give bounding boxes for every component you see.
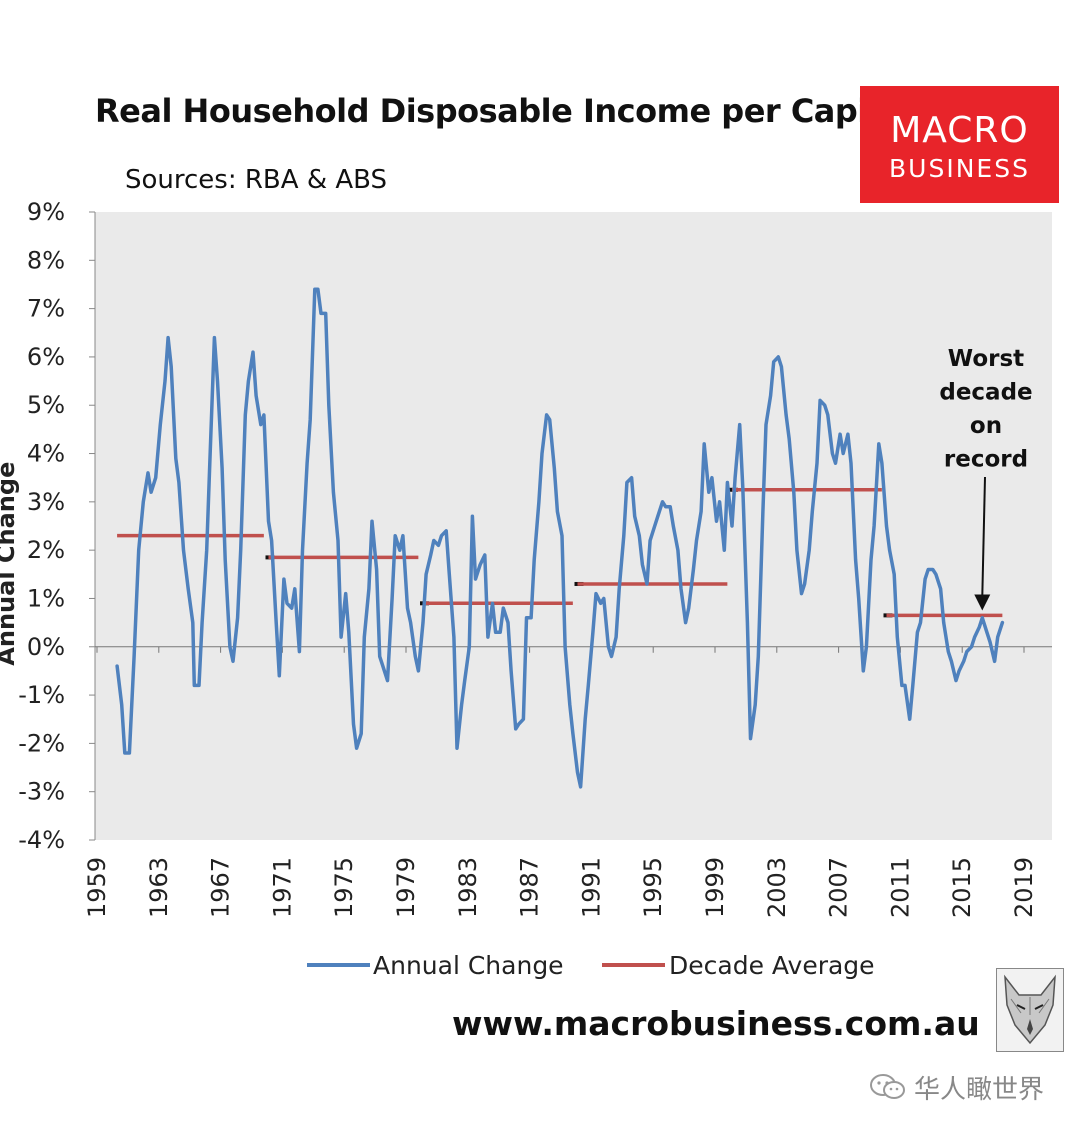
legend-label-annual-change: Annual Change [373, 951, 564, 980]
macro-business-logo: MACRO BUSINESS [860, 86, 1059, 203]
y-axis-title: Annual Change [0, 462, 20, 666]
x-tick-label: 1971 [268, 857, 296, 918]
annotation-text: record [944, 447, 1028, 473]
chart-title: Real Household Disposable Income per Cap… [95, 92, 904, 130]
y-tick-label: -2% [18, 729, 65, 757]
x-tick-label: 1979 [392, 857, 420, 918]
watermark-text: 华人瞰世界 [914, 1074, 1045, 1105]
x-tick-label: 2015 [948, 857, 976, 918]
x-tick-label: 1975 [330, 857, 358, 918]
chart-subtitle: Sources: RBA & ABS [125, 165, 388, 195]
line-chart: -4% -3% -2% -1% 0% 1% 2% 3% 4% 5% 6% 7% 8% 9% 1959 1963… [0, 198, 1052, 980]
x-tick-label: 1983 [454, 857, 482, 918]
x-tick-label: 2003 [763, 857, 791, 918]
y-tick-label: 2% [27, 536, 65, 564]
fox-logo-icon [996, 968, 1064, 1052]
y-tick-label: 3% [27, 488, 65, 516]
y-tick-label: 8% [27, 246, 65, 274]
y-tick-label: 1% [27, 584, 65, 612]
annual-change-line [115, 287, 1005, 789]
annotation-text: on [970, 413, 1002, 439]
y-tick-label: -4% [18, 826, 65, 854]
annotation-arrow-line [981, 476, 986, 597]
x-tick-label: 1967 [207, 857, 235, 918]
y-tick-label: 7% [27, 295, 65, 323]
wechat-icon [868, 1072, 908, 1102]
y-tick-label: 9% [27, 198, 65, 226]
x-tick-label: 1991 [577, 857, 605, 918]
arrow-down-icon [974, 594, 991, 611]
x-tick-label: 1963 [145, 857, 173, 918]
y-tick-label: 5% [27, 391, 65, 419]
y-tick-label: -3% [18, 778, 65, 806]
x-tick-label: 1999 [701, 857, 729, 918]
x-tick-label: 2011 [886, 857, 914, 918]
watermark: 华人瞰世界 [868, 1070, 1045, 1105]
x-tick-label: 2019 [1010, 857, 1038, 918]
y-tick-label: 4% [27, 440, 65, 468]
x-tick-label: 2007 [825, 857, 853, 918]
x-tick-label: 1995 [639, 857, 667, 918]
legend-label-decade-average: Decade Average [669, 951, 875, 980]
logo-line-2: BUSINESS [889, 154, 1030, 183]
y-tick-label: 0% [27, 633, 65, 661]
y-tick-label: -1% [18, 681, 65, 709]
website-url: www.macrobusiness.com.au [452, 1004, 980, 1043]
x-tick-label: 1959 [83, 857, 111, 918]
x-tick-label: 1987 [516, 857, 544, 918]
y-tick-label: 6% [27, 343, 65, 371]
logo-line-1: MACRO [890, 110, 1029, 151]
annotation-text: Worst [948, 346, 1024, 372]
annotation-text: decade [939, 380, 1032, 406]
